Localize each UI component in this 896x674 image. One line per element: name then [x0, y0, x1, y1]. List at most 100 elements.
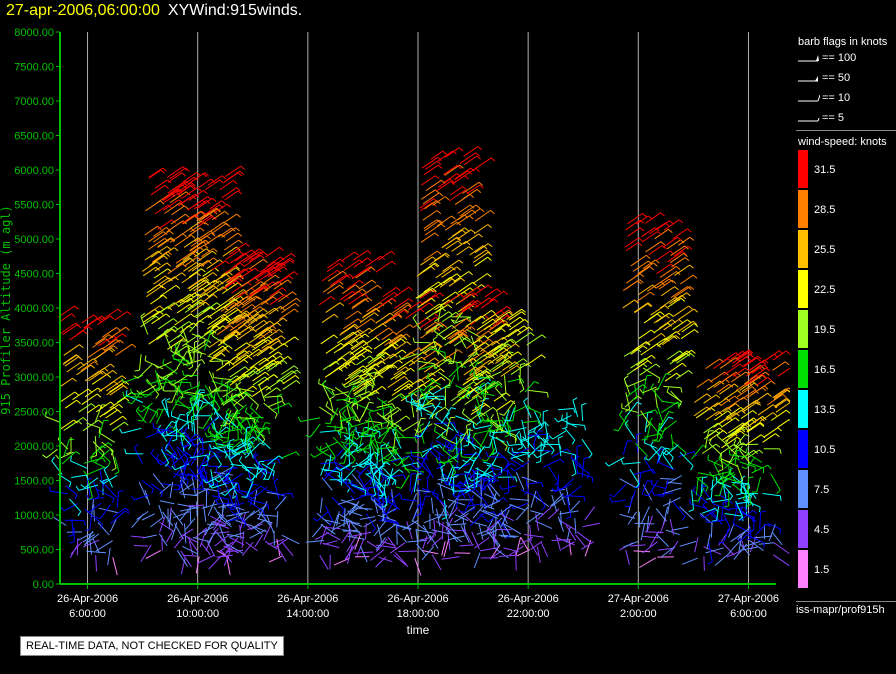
wind-barb — [390, 371, 403, 381]
wind-barb — [506, 461, 510, 467]
wind-barb — [442, 259, 460, 272]
wind-barb — [746, 423, 752, 428]
wind-barb — [377, 364, 391, 375]
wind-barb — [501, 354, 506, 359]
wind-barb — [195, 314, 209, 325]
wind-barb — [342, 374, 359, 387]
wind-barb — [411, 464, 424, 476]
wind-barb — [359, 516, 376, 520]
wind-barb — [401, 349, 407, 354]
wind-barb — [662, 497, 681, 507]
wind-barb — [721, 502, 724, 521]
wind-barb — [187, 210, 201, 221]
wind-barb — [227, 413, 233, 418]
wind-barb — [363, 519, 377, 528]
wind-barb — [145, 549, 162, 559]
wind-barb — [542, 437, 555, 451]
wind-barb — [420, 316, 437, 329]
wind-barb — [474, 374, 490, 387]
wind-barb — [756, 377, 769, 386]
wind-barb — [765, 523, 771, 527]
wind-barb — [461, 408, 465, 414]
wind-barb — [583, 457, 590, 459]
altitude-axis: 0.00500.001000.001500.002000.002500.0030… — [14, 27, 61, 591]
wind-barb — [164, 367, 179, 380]
wind-barb — [235, 249, 252, 262]
wind-barb — [759, 507, 761, 513]
wind-barb — [751, 386, 757, 391]
wind-barb — [515, 472, 525, 491]
wind-barb — [663, 385, 681, 389]
wind-barb — [475, 309, 492, 322]
wind-barb — [199, 528, 207, 548]
wind-barb — [420, 327, 437, 339]
wind-barb — [200, 262, 205, 267]
wind-barb — [145, 379, 150, 385]
wind-barb — [684, 245, 689, 250]
wind-barb — [441, 432, 444, 438]
wind-barb — [753, 449, 758, 454]
wind-barb — [392, 508, 398, 512]
wind-barb — [517, 446, 523, 450]
wind-barb — [212, 446, 227, 454]
wind-barb — [718, 541, 724, 544]
wind-barb — [393, 304, 409, 315]
wind-barb — [342, 413, 354, 428]
wind-barb — [215, 466, 218, 472]
wind-barb — [189, 304, 194, 308]
wind-barb — [159, 516, 166, 533]
wind-barb — [362, 432, 368, 435]
wind-barb — [358, 472, 363, 477]
wind-barb — [159, 247, 175, 258]
wind-barb — [201, 543, 211, 556]
wind-barb — [438, 371, 451, 382]
wind-barb — [351, 531, 372, 537]
wind-barb — [214, 498, 220, 502]
wind-barb — [461, 456, 477, 459]
wind-barb — [448, 189, 465, 202]
barb-legend-item: == 50 — [798, 72, 850, 88]
wind-barb — [167, 298, 182, 310]
wind-barb — [168, 442, 178, 456]
wind-barb — [228, 502, 245, 509]
wind-barb — [674, 264, 690, 276]
wind-barb — [214, 478, 220, 483]
wind-barb — [61, 451, 77, 465]
wind-barb — [269, 287, 283, 297]
wind-barb — [341, 467, 356, 483]
wind-barb — [395, 287, 401, 291]
wind-barb — [83, 470, 87, 476]
wind-barb — [94, 404, 103, 423]
wind-barb — [221, 384, 237, 392]
wind-barb — [354, 532, 362, 550]
wind-barb — [273, 328, 278, 333]
wind-barb — [723, 514, 731, 529]
wind-barb — [535, 449, 552, 452]
wind-barb — [349, 368, 365, 380]
wind-barb — [643, 494, 649, 497]
wind-barb — [443, 499, 447, 518]
wind-barb — [575, 534, 586, 548]
wind-barb — [221, 352, 226, 357]
wind-barb — [389, 349, 403, 360]
wind-barb — [499, 413, 505, 416]
wind-barb — [738, 534, 743, 552]
wind-barb — [101, 326, 117, 338]
wind-barb — [505, 313, 511, 318]
wind-barb — [416, 478, 423, 481]
wind-barb — [370, 465, 376, 486]
y-tick-label: 7000.00 — [14, 96, 54, 108]
wind-barb — [435, 458, 439, 464]
wind-barb — [490, 414, 494, 419]
wind-barb — [387, 426, 393, 429]
wind-barb — [466, 318, 471, 323]
wind-barb — [446, 412, 451, 417]
wind-barb — [276, 395, 280, 414]
wind-barb — [690, 465, 694, 471]
wind-barb — [319, 430, 338, 433]
wind-barb — [749, 539, 764, 552]
wind-barb — [331, 456, 336, 461]
wind-barb — [321, 468, 340, 473]
wind-barb — [180, 394, 184, 400]
wind-barb — [279, 355, 285, 360]
